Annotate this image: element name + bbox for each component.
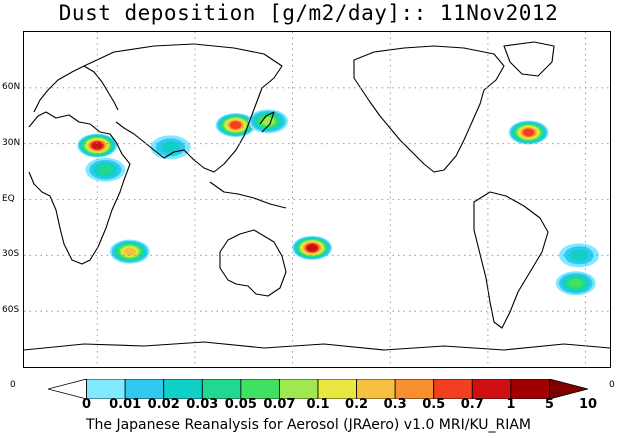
colorbar-tick-label: 0.02	[147, 397, 180, 412]
colorbar-tick-label: 10	[578, 397, 598, 412]
plume-contour	[97, 164, 114, 175]
colorbar-tick-label: 0.5	[422, 397, 446, 412]
coastline-indonesia	[209, 181, 287, 209]
colorbar-tick-label: 0.03	[186, 397, 219, 412]
coastline-antarctica	[24, 341, 610, 351]
plume-contour	[523, 128, 535, 137]
coastline-asia	[83, 43, 283, 173]
dust-plume	[150, 135, 191, 160]
colorbar-bin	[471, 379, 512, 399]
latitude-label: 30S	[2, 249, 20, 260]
plume-contour	[123, 247, 136, 256]
colorbar-tick-label: 0.05	[224, 397, 257, 412]
dust-plume	[559, 243, 600, 268]
right-edge-label: 0	[609, 380, 615, 390]
coastline-north-america	[353, 45, 505, 173]
colorbar-bin	[394, 379, 435, 399]
coastline-australia	[219, 229, 287, 297]
colorbar-bin	[433, 379, 473, 399]
coastline-japan	[259, 111, 275, 133]
colorbar-tick-label: 0	[82, 397, 92, 412]
dust-plume	[85, 157, 126, 182]
plume-contour	[161, 141, 180, 154]
gridlines	[24, 32, 610, 367]
colorbar-bin	[240, 379, 280, 399]
coastline-south-america	[473, 191, 549, 329]
colorbar-bin	[356, 379, 396, 399]
colorbar-bin	[86, 379, 126, 399]
world-map	[24, 32, 610, 367]
colorbar-bin	[124, 379, 165, 399]
colorbar-tick-label: 1	[506, 397, 516, 412]
footer-credit: The Japanese Reanalysis for Aerosol (JRA…	[85, 417, 532, 433]
coastline-europe	[33, 65, 119, 113]
plume-contour	[568, 278, 584, 289]
latitude-label: 30N	[2, 137, 21, 148]
plume-contour	[91, 141, 103, 150]
latitude-label: 60S	[2, 305, 20, 316]
dust-plume-layer	[77, 109, 600, 296]
dust-plume	[555, 271, 596, 296]
dust-plume	[215, 113, 256, 138]
coastlines	[24, 41, 610, 351]
colorbar-tick-label: 0.1	[306, 397, 330, 412]
dust-plume	[248, 109, 289, 134]
colorbar-bin	[279, 379, 319, 399]
map-frame	[23, 31, 611, 368]
colorbar-tick-label: 0.7	[460, 397, 484, 412]
coastline-africa	[28, 111, 131, 265]
colorbar-tick-label: 0.07	[263, 397, 296, 412]
latitude-label: 60N	[2, 81, 21, 92]
plume-contour	[230, 121, 242, 129]
page-title: Dust deposition [g/m2/day]:: 11Nov2012	[58, 1, 559, 25]
coastline-greenland	[503, 41, 555, 77]
dust-plume	[77, 133, 118, 158]
colorbar-bin	[163, 379, 203, 399]
plume-contour	[569, 249, 589, 262]
colorbar-bin	[317, 379, 357, 399]
colorbar-tick-label: 5	[544, 397, 554, 412]
colorbar-bin	[201, 379, 242, 399]
left-edge-label: 0	[10, 380, 16, 390]
colorbar-tick-label: 0.3	[383, 397, 407, 412]
plume-contour	[261, 116, 275, 126]
colorbar-tick-label: 0.2	[345, 397, 369, 412]
colorbar-bin	[510, 379, 550, 399]
dust-plume	[292, 235, 333, 260]
plume-contour	[306, 244, 318, 252]
colorbar-bin	[549, 379, 588, 399]
dust-plume	[508, 120, 549, 145]
latitude-label: EQ	[2, 193, 15, 204]
colorbar-tick-label: 0.01	[109, 397, 142, 412]
dust-plume	[109, 239, 150, 264]
colorbar-bin	[48, 379, 87, 399]
colorbar	[48, 379, 588, 399]
